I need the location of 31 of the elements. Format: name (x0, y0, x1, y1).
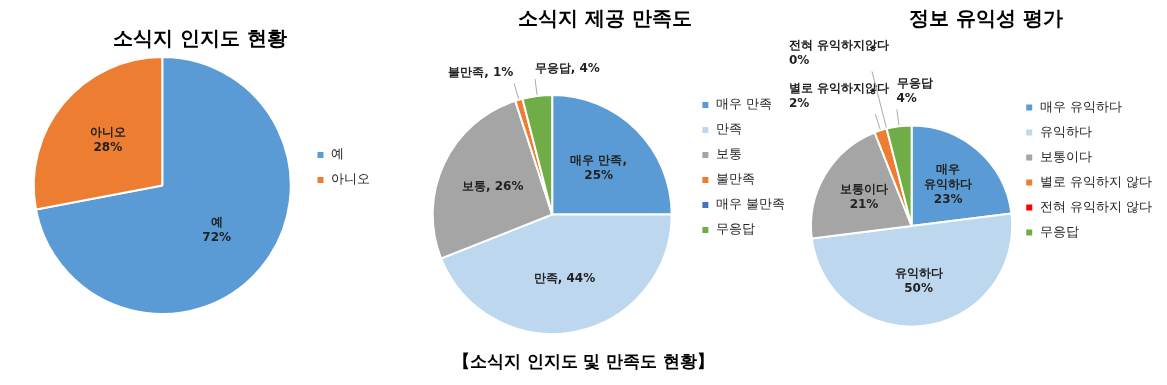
data-label: 보통, 26% (461, 178, 524, 193)
data-label: 무응답 4% (896, 75, 933, 105)
text: 전혀 유익하지않다 0% (789, 38, 890, 68)
data-label: 보통이다 21% (839, 182, 888, 212)
legend-label: 무응답 (715, 221, 755, 237)
legend-label: 별로 유익하지 않다 (1039, 173, 1152, 189)
legend-label: 유익하다 (1039, 123, 1092, 139)
legend-label: 전혀 유익하지 않다 (1039, 198, 1152, 214)
legend-label: 매우 만족 (715, 96, 773, 112)
data-label: 매우 만족, 25% (570, 152, 628, 182)
chart-title: 정보 유익성 평가 (909, 6, 1063, 31)
legend-label: 만족 (715, 121, 742, 137)
legend-label: 보통이다 (1039, 148, 1092, 164)
chart-title: 소식지 인지도 현황 (113, 26, 287, 51)
legend-label: 예 (331, 146, 344, 162)
legend-label: 보통 (715, 146, 742, 162)
data-label: 예 72% (202, 215, 232, 245)
data-label: 불만족, 1% (448, 65, 514, 80)
text: 【소식지 인지도 및 만족도 현황】 (451, 350, 716, 373)
data-label: 만족, 44% (533, 271, 596, 286)
data-label: 별로 유익하지않다 2% (789, 80, 890, 110)
data-label: 유익하다 50% (894, 265, 943, 295)
data-label: 매우 유익하다 23% (924, 161, 973, 206)
legend-label: 불만족 (715, 171, 755, 187)
chart-title: 소식지 제공 만족도 (518, 6, 692, 31)
data-label: 무응답, 4% (534, 60, 600, 75)
data-label: 아니오 28% (89, 125, 126, 155)
legend-label: 매우 유익하다 (1039, 98, 1122, 114)
legend-label: 무응답 (1039, 223, 1079, 239)
legend-label: 아니오 (331, 171, 370, 187)
legend-label: 매우 불만족 (715, 196, 786, 212)
